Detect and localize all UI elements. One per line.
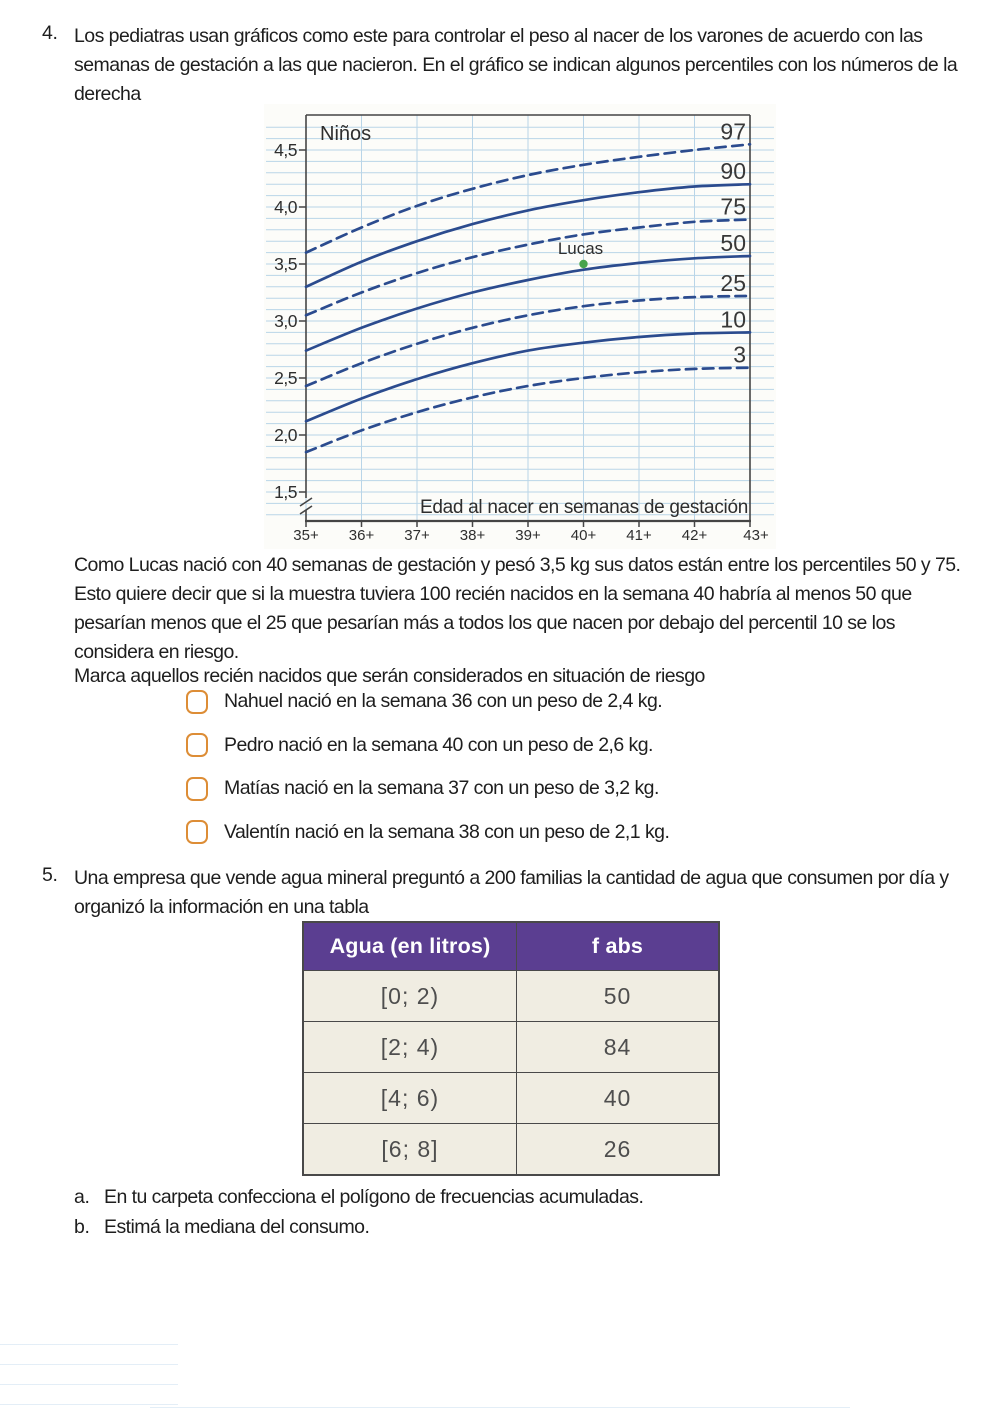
y-tick-label: 4,0 xyxy=(274,197,298,217)
x-tick-label: 37+ xyxy=(404,527,430,544)
risk-option-checkbox[interactable] xyxy=(186,733,208,757)
exercise4-explanation: Como Lucas nació con 40 semanas de gesta… xyxy=(74,554,961,663)
risk-option-checkbox[interactable] xyxy=(186,689,208,714)
scan-artifact-lines xyxy=(0,1344,178,1408)
percentile-label-3: 3 xyxy=(733,342,746,368)
risk-option-checkbox[interactable] xyxy=(186,820,208,844)
fabs-cell: 26 xyxy=(516,1123,720,1176)
chart-background xyxy=(264,104,776,549)
y-tick-label: 3,0 xyxy=(274,311,298,331)
risk-options-list: Nahuel nació en la semana 36 con un peso… xyxy=(186,689,670,864)
interval-cell: [6; 8] xyxy=(302,1123,517,1176)
x-tick-label: 41+ xyxy=(626,527,652,544)
frequency-table: Agua (en litros) f abs [0; 2) 50 [2; 4) 84[… xyxy=(302,921,720,1176)
risk-option-row: Valentín nació en la semana 38 con un pe… xyxy=(186,820,670,844)
exercise5-statement: Una empresa que vende agua mineral pregu… xyxy=(74,867,949,918)
frequency-table-header-row: Agua (en litros) f abs xyxy=(302,921,720,971)
risk-option-checkbox[interactable] xyxy=(186,776,208,801)
fabs-cell: 50 xyxy=(516,970,720,1022)
frequency-table-row: [4; 6) 40 xyxy=(302,1072,720,1124)
percentile-curve-25 xyxy=(304,294,752,388)
percentile-label-25: 25 xyxy=(720,270,746,296)
risk-option-label: Pedro nació en la semana 40 con un peso … xyxy=(224,733,653,756)
vertical-gridlines xyxy=(305,115,751,521)
percentile-label-90: 90 xyxy=(720,158,746,184)
x-tick-label: 38+ xyxy=(460,527,486,544)
risk-option-row: Pedro nació en la semana 40 con un peso … xyxy=(186,733,669,757)
interval-cell: [4; 6) xyxy=(302,1072,517,1124)
y-tick-label: 4,5 xyxy=(274,140,297,160)
percentile-curve-97 xyxy=(304,142,752,254)
x-tick-label: 42+ xyxy=(682,527,708,544)
x-tick-label: 40+ xyxy=(571,527,597,544)
risk-option-row: Nahuel nació en la semana 36 con un peso… xyxy=(186,689,669,714)
subitem-b-letter: b. xyxy=(74,1216,90,1238)
fabs-cell: 40 xyxy=(516,1072,720,1124)
column-header-fabs: f abs xyxy=(516,921,720,971)
risk-option-label: Matías nació en la semana 37 con un peso… xyxy=(224,777,659,799)
exercise4-instruction: Marca aquellos recién nacidos que serán … xyxy=(74,665,705,687)
y-tick-label: 2,0 xyxy=(274,425,298,445)
percentile-curve-3 xyxy=(304,366,752,454)
y-tick-label: 1,5 xyxy=(274,482,297,502)
percentile-curve-50 xyxy=(304,254,752,352)
x-tick-label: 36+ xyxy=(349,527,375,544)
growth-chart: 4,5 4,0 3,5 3,0 2,5 2,0 1,5 35+ 36+ 37+ 38+ 39+ 40+ 4… xyxy=(264,104,776,549)
percentile-curve-10 xyxy=(304,331,752,423)
risk-option-label: Nahuel nació en la semana 36 con un peso… xyxy=(224,690,663,712)
lucas-point xyxy=(579,259,588,269)
frequency-table-row: [2; 4) 84 xyxy=(302,1021,720,1073)
fabs-cell: 84 xyxy=(516,1021,720,1073)
percentile-label-97: 97 xyxy=(720,118,746,144)
column-header-agua: Agua (en litros) xyxy=(302,921,517,971)
subitem-b-text: Estimá la mediana del consumo. xyxy=(104,1216,370,1238)
y-tick-label: 2,5 xyxy=(274,368,297,388)
frequency-table-row: [6; 8] 26 xyxy=(302,1123,720,1176)
percentile-label-50: 50 xyxy=(720,230,746,256)
interval-cell: [2; 4) xyxy=(302,1021,517,1073)
percentile-curve-75 xyxy=(304,218,752,317)
lucas-point-label: Lucas xyxy=(558,239,603,258)
exercise4-number: 4. xyxy=(42,22,58,44)
exercise5-number: 5. xyxy=(42,864,58,886)
x-tick-label: 39+ xyxy=(515,527,541,544)
subitem-a-letter: a. xyxy=(74,1186,90,1208)
percentile-label-10: 10 xyxy=(720,306,746,332)
exercise4-statement: Los pediatras usan gráficos como este pa… xyxy=(74,25,958,105)
subitem-a-text: En tu carpeta confecciona el polígono de… xyxy=(104,1186,644,1208)
scan-artifact-edge xyxy=(150,1407,850,1408)
risk-option-label: Valentín nació en la semana 38 con un pe… xyxy=(224,820,670,843)
growth-chart-svg: 4,5 4,0 3,5 3,0 2,5 2,0 1,5 35+ 36+ 37+ 38+ 39+ 40+ 4… xyxy=(264,104,776,549)
x-tick-label: 35+ xyxy=(293,527,319,544)
x-tick-label: 43+ xyxy=(743,527,769,544)
horizontal-gridlines xyxy=(266,126,774,516)
chart-x-axis-label: Edad al nacer en semanas de gestación xyxy=(420,497,748,518)
risk-option-row: Matías nació en la semana 37 con un peso… xyxy=(186,776,669,801)
y-tick-label: 3,5 xyxy=(274,254,297,274)
percentile-label-75: 75 xyxy=(720,194,746,220)
frequency-table-row: [0; 2) 50 xyxy=(302,970,720,1022)
interval-cell: [0; 2) xyxy=(302,970,517,1022)
chart-title: Niños xyxy=(320,123,371,145)
percentile-curve-90 xyxy=(304,182,752,289)
